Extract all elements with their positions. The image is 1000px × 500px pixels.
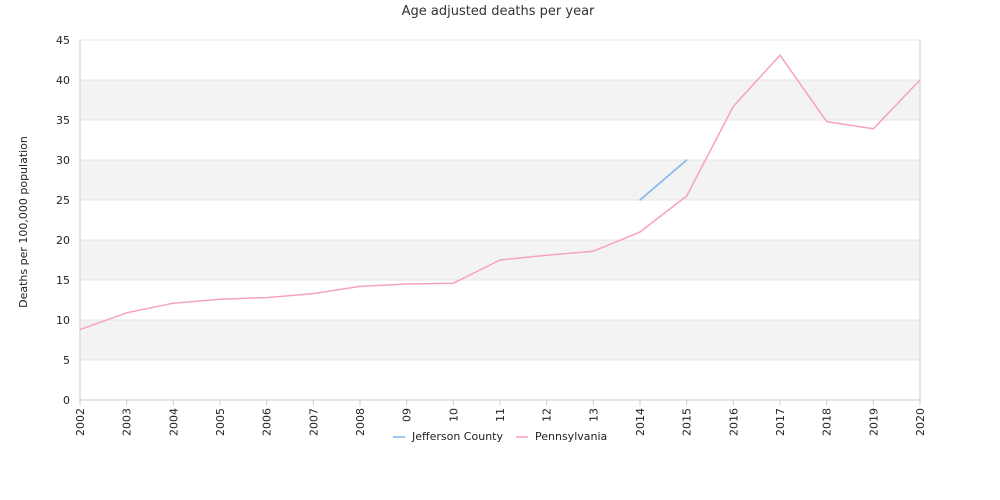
x-tick-label: 09	[401, 408, 414, 422]
legend-label: Jefferson County	[411, 430, 503, 443]
background-band	[80, 360, 920, 400]
x-tick-label: 2014	[634, 408, 647, 436]
x-tick-label: 2007	[307, 408, 320, 436]
x-tick-label: 2019	[867, 408, 880, 436]
y-tick-label: 30	[56, 154, 70, 167]
background-band	[80, 40, 920, 80]
x-tick-label: 2006	[261, 408, 274, 436]
x-tick-label: 2017	[774, 408, 787, 436]
x-tick-label: 12	[541, 408, 554, 422]
x-tick-label: 2005	[214, 408, 227, 436]
y-tick-label: 5	[63, 354, 70, 367]
y-tick-label: 0	[63, 394, 70, 407]
background-band	[80, 280, 920, 320]
plot-background-bands	[80, 40, 920, 400]
background-band	[80, 200, 920, 240]
x-tick-label: 2015	[681, 408, 694, 436]
y-tick-label: 10	[56, 314, 70, 327]
legend-label: Pennsylvania	[535, 430, 607, 443]
x-tick-label: 2004	[167, 408, 180, 436]
y-tick-label: 20	[56, 234, 70, 247]
x-tick-label: 2003	[121, 408, 134, 436]
legend-item-jefferson-county[interactable]: Jefferson County	[393, 430, 503, 443]
background-band	[80, 160, 920, 200]
y-axis-title: Deaths per 100,000 population	[17, 136, 30, 308]
y-tick-label: 45	[56, 34, 70, 47]
series-lines	[79, 54, 921, 331]
x-tick-label: 2016	[727, 408, 740, 436]
background-band	[80, 120, 920, 160]
x-tick-label: 2018	[821, 408, 834, 436]
y-axis-ticks: 0 5 10 15 20 25 30 35 40 45	[56, 34, 70, 407]
y-tick-label: 15	[56, 274, 70, 287]
legend-item-pennsylvania[interactable]: Pennsylvania	[516, 430, 607, 443]
x-tick-label: 10	[447, 408, 460, 422]
x-tick-label: 2008	[354, 408, 367, 436]
x-tick-label: 2002	[74, 408, 87, 436]
x-tick-label: 11	[494, 408, 507, 422]
x-tick-label: 13	[587, 408, 600, 422]
chart-title: Age adjusted deaths per year	[402, 4, 595, 19]
series-line-jefferson-county[interactable]	[639, 159, 688, 201]
y-tick-label: 40	[56, 74, 70, 87]
background-band	[80, 320, 920, 360]
x-tick-label: 2020	[914, 408, 927, 436]
background-band	[80, 80, 920, 120]
series-line-pennsylvania[interactable]	[79, 54, 921, 331]
y-tick-label: 25	[56, 194, 70, 207]
legend[interactable]: Jefferson County Pennsylvania	[393, 430, 607, 443]
y-tick-label: 35	[56, 114, 70, 127]
x-axis-ticks: 2002 2003 2004 2005 2006 2007 2008 09 10 11 12 13 20…	[74, 400, 927, 436]
